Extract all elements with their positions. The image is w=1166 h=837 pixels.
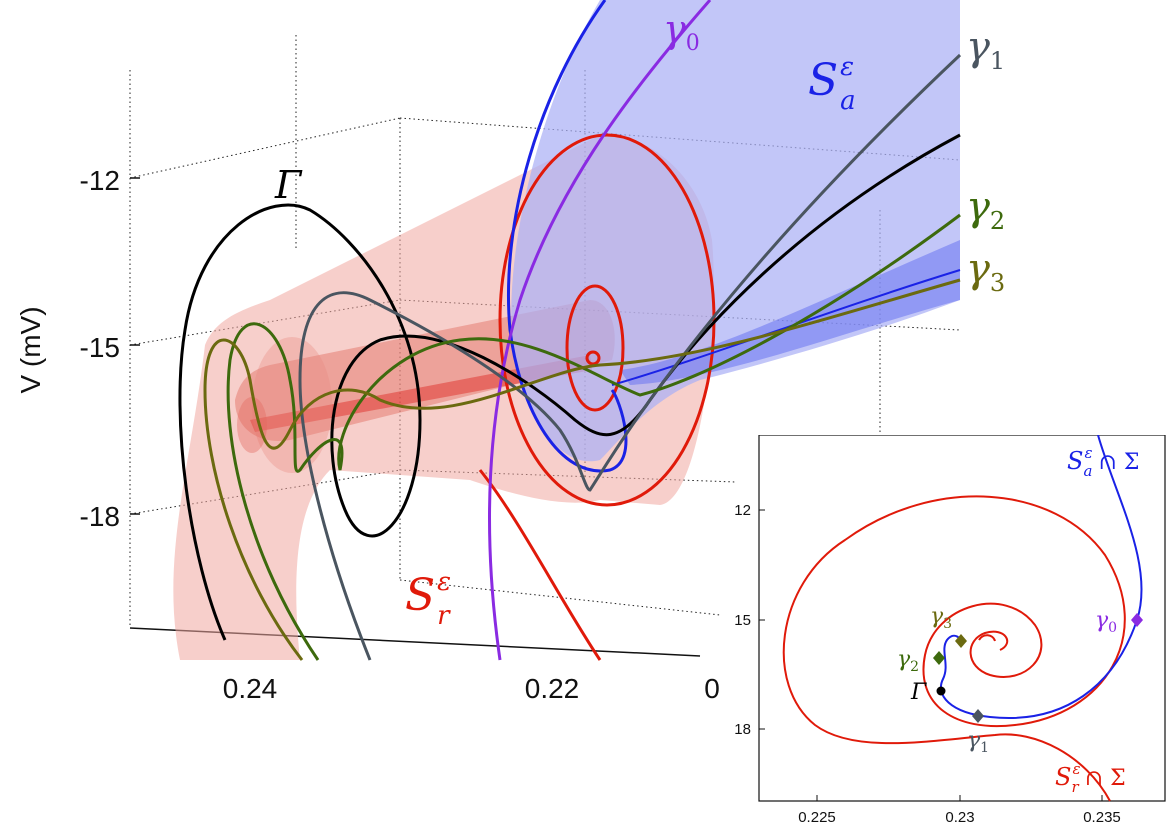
gamma1-marker <box>972 709 984 723</box>
inset-x-tick: 0.23 <box>945 809 974 826</box>
gamma0-marker <box>1131 613 1143 627</box>
y-tick-marks <box>130 177 140 515</box>
repelling-cross-sections <box>478 133 716 661</box>
inset-plot: -12 -15 -18 0.225 0.23 0.235 γ0 γ1 γ2 γ3… <box>729 434 1166 826</box>
inset-y-tick: -15 <box>735 612 751 629</box>
gamma3-label: γ3 <box>966 246 1005 297</box>
attracting-manifold-boundary <box>506 0 628 473</box>
y-tick-label: -18 <box>80 501 120 532</box>
inset-x-tick: 0.225 <box>798 809 836 826</box>
repelling-manifold-label: Sε r <box>405 567 451 631</box>
x-tick-label: 0 <box>704 673 720 704</box>
gamma2-label: γ2 <box>966 184 1005 235</box>
gamma2-trajectory <box>226 213 961 661</box>
inset-y-tick: -18 <box>735 721 751 738</box>
inset-attracting-label: Sε a ∩ Σ <box>1067 444 1139 480</box>
inset-big-gamma-label: Γ <box>910 680 927 705</box>
y-tick-label: -15 <box>80 332 120 363</box>
attracting-manifold-sheet <box>511 0 960 462</box>
inset-x-tick: 0.235 <box>1083 809 1121 826</box>
big-gamma-marker <box>936 686 946 696</box>
inset-y-tick: -12 <box>735 502 751 519</box>
gamma3-trajectory <box>203 278 961 661</box>
gamma1-label: γ1 <box>966 24 1005 75</box>
big-gamma-label: Γ <box>274 163 303 207</box>
gamma3-marker <box>955 634 967 648</box>
y-axis-title: V (mV) <box>15 306 46 393</box>
inset-panel: -12 -15 -18 0.225 0.23 0.235 γ0 γ1 γ2 γ3… <box>729 434 1166 832</box>
inset-repelling-curve <box>782 495 1126 802</box>
y-tick-label: -12 <box>80 165 120 196</box>
gamma2-marker <box>933 651 945 665</box>
inset-repelling-label: Sε r ∩ Σ <box>1055 760 1126 796</box>
inset-ticks <box>759 509 1103 801</box>
inset-attracting-curve <box>939 434 1143 719</box>
gamma0-trajectory <box>488 0 712 661</box>
x-tick-label: 0.22 <box>525 673 580 704</box>
gamma1-trajectory <box>298 53 962 661</box>
x-tick-label: 0.24 <box>223 673 278 704</box>
